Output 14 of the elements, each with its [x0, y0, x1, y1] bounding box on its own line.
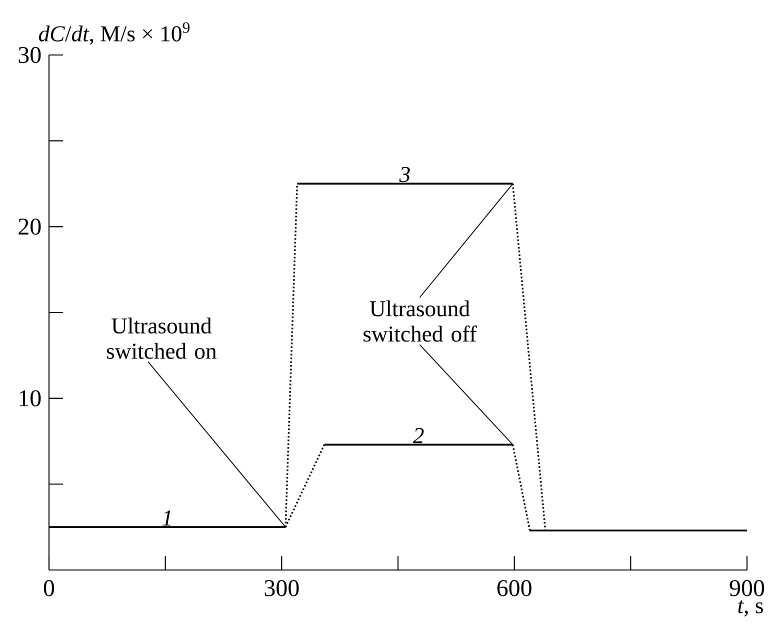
y-tick-label: 20 — [18, 218, 41, 235]
x-axis-title: t, s — [738, 600, 763, 617]
annotation: Ultrasound switched off — [364, 300, 477, 342]
series-label: 2 — [412, 428, 424, 444]
x-tick-label: 0 — [44, 580, 54, 596]
y-tick-label: 30 — [18, 46, 41, 64]
series-label: 1 — [162, 510, 171, 526]
x-tick-label: 900 — [730, 580, 764, 596]
series-label: 3 — [399, 166, 410, 182]
y-tick-label: 10 — [20, 390, 41, 406]
y-axis-title: dC/dt, M/s × 10$^{9}$ — [38, 22, 190, 45]
annotation: Ultrasound switched on — [106, 318, 217, 359]
x-tick-label: 600 — [497, 580, 532, 596]
x-tick-label: 300 — [264, 580, 299, 596]
